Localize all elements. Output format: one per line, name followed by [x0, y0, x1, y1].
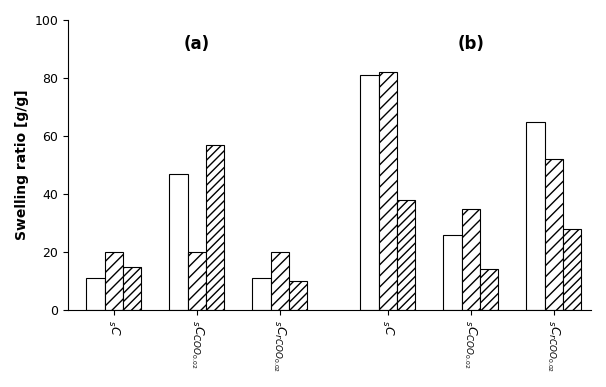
- Bar: [462, 209, 480, 310]
- Bar: [526, 122, 545, 310]
- Bar: [271, 252, 289, 310]
- Bar: [252, 278, 271, 310]
- Bar: [170, 174, 188, 310]
- Bar: [563, 229, 581, 310]
- Bar: [188, 252, 206, 310]
- Text: (a): (a): [184, 34, 210, 53]
- Bar: [206, 145, 224, 310]
- Y-axis label: Swelling ratio [g/g]: Swelling ratio [g/g]: [15, 90, 29, 240]
- Bar: [545, 159, 563, 310]
- Bar: [379, 72, 397, 310]
- Text: (b): (b): [457, 34, 484, 53]
- Bar: [480, 269, 498, 310]
- Bar: [397, 200, 415, 310]
- Bar: [361, 75, 379, 310]
- Bar: [123, 267, 141, 310]
- Bar: [289, 281, 307, 310]
- Bar: [87, 278, 105, 310]
- Bar: [443, 235, 462, 310]
- Bar: [105, 252, 123, 310]
